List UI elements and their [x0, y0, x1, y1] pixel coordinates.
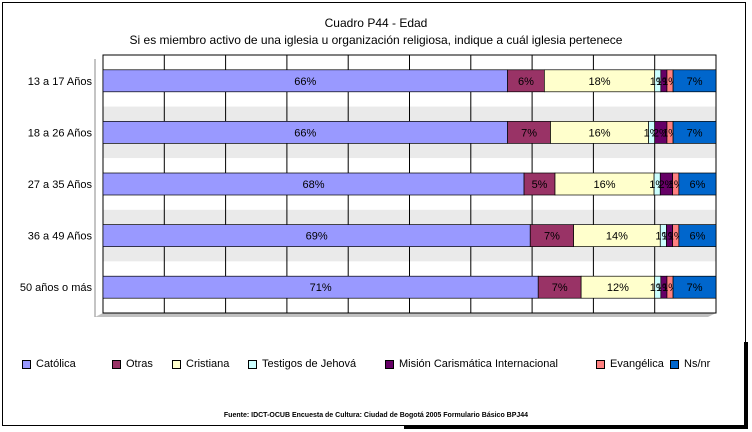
data-label: 16% — [589, 127, 611, 139]
legend-swatch — [172, 359, 181, 369]
legend-label: Otras — [126, 358, 153, 370]
legend-item: Otras — [112, 358, 153, 370]
legend-swatch — [112, 359, 121, 369]
data-label: 71% — [310, 282, 332, 294]
legend-swatch — [248, 359, 257, 369]
legend-label: Misión Carismática Internacional — [399, 358, 558, 370]
data-label: 68% — [303, 179, 325, 191]
data-label: 6% — [518, 76, 534, 88]
data-label: 12% — [607, 282, 629, 294]
bar-segment — [678, 224, 717, 247]
bar-segment — [678, 172, 717, 196]
data-label: 2% — [653, 127, 669, 139]
frame-shadow-bottom — [404, 426, 748, 429]
data-label: 7% — [521, 127, 537, 139]
bar-segment — [672, 69, 717, 93]
legend-swatch — [385, 359, 394, 369]
legend-label: Católica — [36, 358, 76, 370]
data-label: 69% — [306, 231, 328, 243]
data-label: 14% — [606, 231, 628, 243]
legend-item: Misión Carismática Internacional — [385, 358, 558, 370]
chart-title: Cuadro P44 - Edad — [324, 16, 428, 30]
legend-item: Cristiana — [172, 358, 229, 370]
legend-item: Evangélica — [596, 358, 664, 370]
data-label: 7% — [552, 282, 568, 294]
frame-shadow — [744, 342, 748, 428]
legend-label: Ns/nr — [684, 358, 711, 370]
data-label: 66% — [294, 127, 316, 139]
data-label: 6% — [689, 231, 705, 243]
category-label: 18 a 26 Años — [28, 127, 93, 139]
chart-source: Fuente: IDCT-OCUB Encuesta de Cultura: C… — [223, 412, 529, 419]
data-label: 16% — [594, 179, 616, 191]
data-label: 7% — [687, 127, 703, 139]
legend-item: Testigos de Jehová — [248, 358, 356, 370]
category-label: 13 a 17 Años — [28, 76, 93, 88]
bar-segment — [672, 121, 717, 144]
category-label: 27 a 35 Años — [28, 179, 93, 191]
data-label: 6% — [689, 179, 705, 191]
legend-label: Testigos de Jehová — [262, 358, 357, 370]
legend-item: Católica — [22, 358, 76, 370]
legend-label: Cristiana — [186, 358, 230, 370]
chart-subtitle: Si es miembro activo de una iglesia u or… — [129, 33, 623, 47]
data-label: 18% — [589, 76, 611, 88]
legend-label: Evangélica — [610, 358, 664, 370]
legend-swatch — [596, 359, 605, 369]
chart-legend: Católica Otras Cristiana Testigos de Jehová… — [14, 358, 744, 374]
bar-segment — [672, 275, 717, 299]
legend-swatch — [22, 359, 31, 369]
data-label: 2% — [659, 179, 675, 191]
data-label: 7% — [687, 76, 703, 88]
data-label: 5% — [532, 179, 548, 191]
plot-floor — [95, 313, 716, 317]
data-label: 66% — [294, 76, 316, 88]
legend-swatch — [670, 359, 679, 369]
data-label: 7% — [687, 282, 703, 294]
category-label: 50 años o más — [20, 282, 93, 294]
legend-item: Ns/nr — [670, 358, 710, 370]
data-label: 7% — [544, 231, 560, 243]
category-label: 36 a 49 Años — [28, 231, 93, 243]
